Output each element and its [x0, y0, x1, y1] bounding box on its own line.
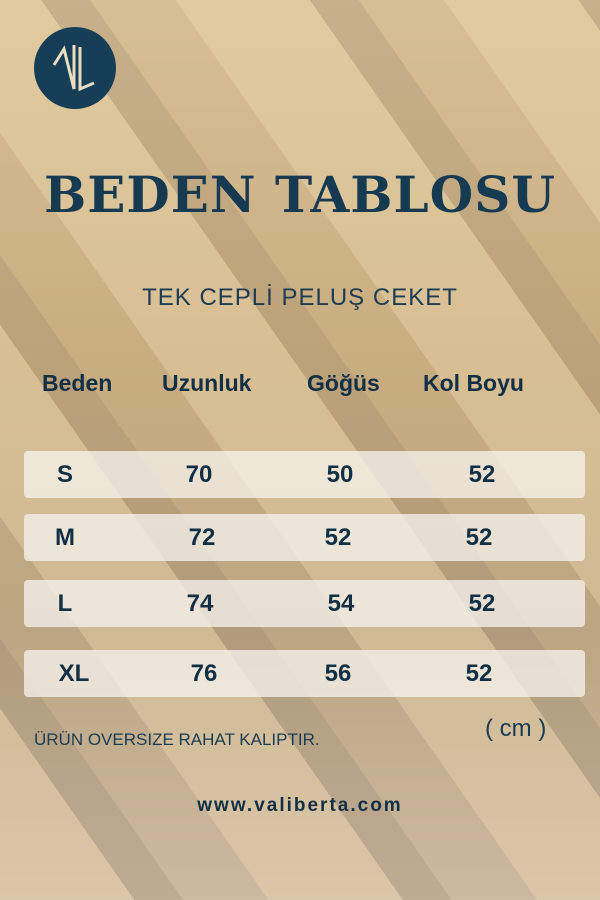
brand-logo	[34, 27, 116, 109]
sleeve-cell: 52	[468, 590, 496, 617]
header-chest: Göğüs	[307, 370, 380, 396]
sleeve-cell: 52	[465, 524, 493, 551]
chest-cell: 52	[324, 524, 352, 551]
length-cell: 76	[190, 660, 218, 687]
unit-label: ( cm )	[485, 715, 547, 742]
website-link: www.valiberta.com	[197, 795, 403, 816]
size-cell: L	[57, 590, 73, 617]
product-name: TEK CEPLİ PELUŞ CEKET	[142, 284, 458, 311]
chest-cell: 54	[327, 590, 355, 617]
sleeve-cell: 52	[468, 461, 496, 488]
table-row: M 72 52 52	[24, 514, 585, 561]
table-row: S 70 50 52	[24, 451, 585, 498]
sleeve-cell: 52	[465, 660, 493, 687]
length-cell: 74	[186, 590, 214, 617]
chest-cell: 56	[324, 660, 352, 687]
page-title: BEDEN TABLOSU	[44, 165, 556, 224]
vl-monogram-icon	[52, 45, 95, 92]
size-cell: XL	[58, 660, 90, 687]
header-length: Uzunluk	[162, 370, 252, 396]
length-cell: 70	[185, 461, 213, 488]
header-size: Beden	[42, 370, 113, 396]
chest-cell: 50	[326, 461, 354, 488]
size-cell: S	[56, 461, 73, 488]
table-row: XL 76 56 52	[24, 650, 585, 697]
length-cell: 72	[188, 524, 216, 551]
size-cell: M	[55, 524, 75, 551]
table-row: L 74 54 52	[24, 580, 585, 627]
header-sleeve: Kol Boyu	[423, 370, 524, 396]
fit-note: ÜRÜN OVERSIZE RAHAT KALIPTIR.	[34, 730, 320, 749]
